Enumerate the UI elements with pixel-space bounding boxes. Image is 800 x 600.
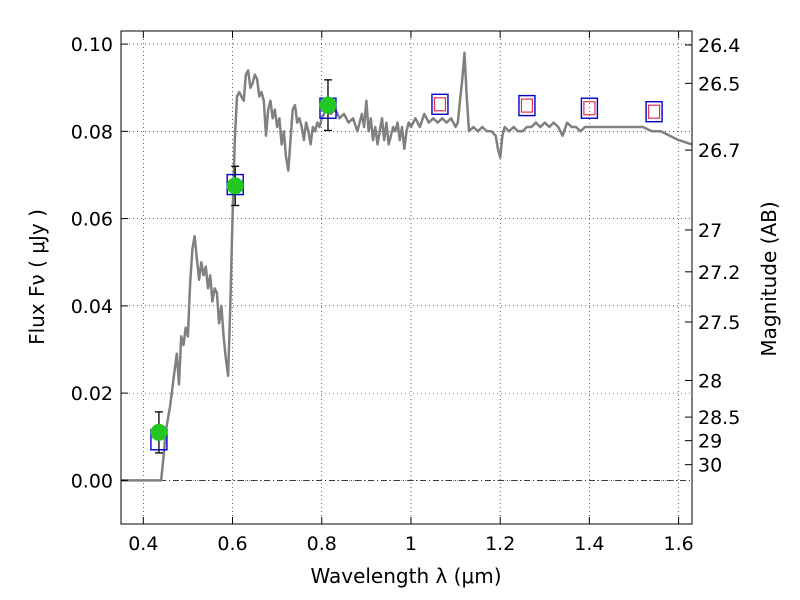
model-photometry-inner-square	[520, 98, 534, 113]
x-tick-label: 1.2	[485, 533, 515, 555]
magnitude-tick-label: 27.5	[698, 312, 740, 334]
y-tick-label: 0.06	[71, 209, 113, 231]
y2-axis-title: Magnitude (AB)	[757, 201, 781, 356]
x-tick-label: 1.4	[574, 533, 604, 555]
magnitude-tick-label: 28.5	[698, 407, 740, 429]
model-photometry-square	[580, 97, 599, 119]
y-tick-label: 0.08	[71, 121, 113, 143]
magnitude-tick-label: 26.7	[698, 140, 740, 162]
model-photometry-square	[431, 93, 449, 115]
model-photometry-inner-square	[583, 101, 596, 116]
x-tick-label: 0.8	[307, 533, 337, 555]
magnitude-tick-label: 26.4	[698, 35, 740, 57]
plot-frame	[120, 30, 693, 525]
magnitude-tick-label: 27.2	[698, 262, 740, 284]
y-tick-label: 0.00	[71, 470, 113, 492]
y-axis-title: Flux Fν ( μJy )	[25, 209, 49, 345]
y-tick-label: 0.02	[71, 383, 113, 405]
x-tick-label: 0.4	[128, 533, 158, 555]
model-photometry-inner-square	[433, 97, 447, 112]
observed-photometry-point	[150, 423, 168, 441]
x-tick-label: 1	[405, 533, 417, 555]
x-axis-title: Wavelength λ (μm)	[310, 564, 501, 588]
x-tick-label: 0.6	[217, 533, 247, 555]
model-photometry-square	[518, 94, 536, 117]
y-tick-label: 0.10	[71, 34, 113, 56]
model-photometry-inner-square	[647, 104, 661, 119]
observed-photometry-point	[319, 96, 337, 114]
x-tick-label: 1.6	[664, 533, 694, 555]
spectrum-layer	[121, 51, 693, 482]
y-tick-label: 0.04	[71, 296, 113, 318]
magnitude-tick-label: 28	[698, 370, 722, 392]
observed-photometry-point	[226, 177, 244, 195]
model-photometry-square	[645, 101, 663, 123]
spectrum-line	[121, 51, 693, 482]
magnitude-tick-label: 30	[698, 455, 722, 477]
magnitude-tick-label: 26.5	[698, 73, 740, 95]
y-axis: 0.00 0.02 0.04 0.06 0.08 0.10	[71, 34, 128, 492]
magnitude-tick-label: 29	[698, 431, 722, 453]
x-axis: 0.4 0.6 0.8 1 1.2 1.4 1.6	[128, 31, 694, 555]
photometry-layer	[150, 79, 663, 454]
magnitude-tick-label: 27	[698, 220, 722, 242]
